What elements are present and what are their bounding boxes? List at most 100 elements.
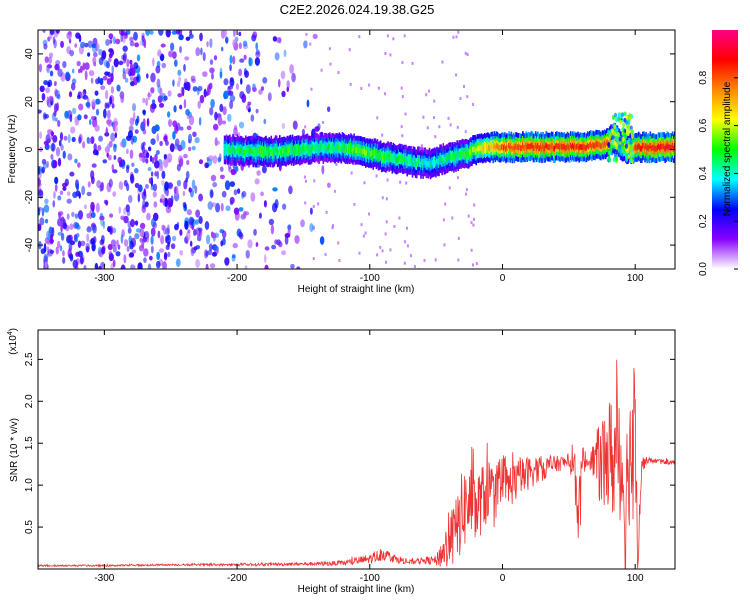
noise-cell bbox=[40, 248, 46, 255]
noise-cell bbox=[176, 122, 181, 132]
noise-cell bbox=[54, 183, 58, 192]
ridge-cell bbox=[452, 153, 454, 160]
noise-cell bbox=[209, 67, 215, 74]
noise-cell bbox=[459, 96, 462, 100]
noise-cell bbox=[185, 108, 190, 116]
noise-cell bbox=[274, 52, 280, 61]
noise-cell bbox=[67, 153, 73, 161]
noise-cell bbox=[199, 32, 203, 42]
noise-cell bbox=[219, 103, 224, 113]
noise-cell bbox=[173, 143, 179, 150]
ridge-cell bbox=[386, 154, 388, 160]
ridge-cell bbox=[260, 148, 263, 155]
ridge-cell bbox=[297, 146, 299, 153]
ridge-cell bbox=[567, 144, 570, 151]
x-tick-label: -300 bbox=[94, 273, 114, 284]
noise-cell bbox=[112, 191, 117, 197]
chart-title: C2E2.2026.024.19.38.G25 bbox=[280, 2, 435, 17]
noise-cell bbox=[133, 31, 138, 41]
ridge-cell bbox=[425, 160, 428, 167]
ridge-cell bbox=[473, 146, 475, 153]
noise-cell bbox=[38, 177, 41, 187]
noise-cell bbox=[222, 106, 227, 116]
noise-cell bbox=[158, 30, 164, 36]
noise-cell bbox=[55, 64, 58, 70]
ridge-cell bbox=[625, 130, 629, 136]
noise-cell bbox=[129, 59, 133, 65]
noise-cell bbox=[428, 89, 431, 93]
noise-cell bbox=[68, 38, 72, 44]
noise-cell bbox=[168, 51, 173, 58]
ridge-cell bbox=[377, 153, 380, 160]
noise-cell bbox=[176, 179, 182, 187]
noise-cell bbox=[321, 120, 324, 124]
noise-cell bbox=[155, 260, 161, 269]
noise-cell bbox=[364, 231, 367, 235]
ridge-cell bbox=[276, 149, 279, 156]
noise-cell bbox=[119, 141, 125, 148]
noise-cell bbox=[86, 233, 90, 242]
ridge-cell bbox=[635, 144, 638, 151]
noise-cell bbox=[233, 189, 238, 196]
ridge-cell bbox=[373, 149, 376, 156]
noise-cell bbox=[126, 148, 129, 155]
noise-cell bbox=[50, 153, 54, 160]
noise-cell bbox=[118, 206, 122, 214]
ridge-cell bbox=[638, 144, 641, 150]
noise-cell bbox=[150, 87, 155, 94]
ridge-cell bbox=[424, 158, 427, 165]
ridge-cell bbox=[372, 152, 375, 159]
noise-cell bbox=[122, 45, 128, 52]
noise-cell bbox=[161, 96, 167, 102]
noise-cell bbox=[125, 67, 131, 75]
noise-cell bbox=[400, 86, 403, 90]
noise-cell bbox=[38, 165, 41, 176]
noise-cell bbox=[211, 72, 214, 80]
ridge-cell bbox=[341, 143, 344, 150]
noise-cell bbox=[38, 190, 44, 199]
noise-cell bbox=[147, 263, 152, 269]
noise-cell bbox=[109, 96, 113, 105]
ridge-cell bbox=[649, 142, 652, 149]
noise-cell bbox=[71, 211, 75, 217]
noise-cell bbox=[160, 235, 165, 245]
noise-cell bbox=[333, 189, 336, 193]
noise-cell bbox=[113, 155, 117, 160]
ridge-cell bbox=[656, 144, 659, 151]
spectrogram-y-ticks: -40 -20 0 20 40 bbox=[24, 48, 675, 252]
noise-cell bbox=[400, 125, 403, 129]
ridge-cell bbox=[265, 147, 267, 153]
noise-cell bbox=[305, 32, 308, 36]
noise-cell bbox=[475, 262, 478, 266]
ridge-cell bbox=[507, 145, 509, 151]
ridge-cell bbox=[420, 161, 422, 168]
ridge-cell bbox=[251, 147, 253, 154]
noise-cell bbox=[213, 55, 218, 61]
ridge-cell bbox=[522, 142, 524, 149]
ridge-cell bbox=[393, 155, 396, 162]
ridge-cell bbox=[242, 149, 245, 155]
ridge-cell bbox=[225, 145, 228, 152]
noise-cell bbox=[104, 71, 110, 76]
ridge-cell bbox=[464, 150, 467, 157]
ridge-cell bbox=[529, 143, 532, 150]
noise-cell bbox=[326, 182, 331, 188]
noise-cell bbox=[162, 261, 167, 269]
noise-cell bbox=[38, 207, 41, 216]
ridge-cell bbox=[228, 146, 230, 153]
ridge-cell bbox=[471, 148, 473, 155]
noise-cell bbox=[167, 251, 171, 258]
ridge-cell bbox=[559, 144, 561, 151]
noise-cell bbox=[129, 240, 134, 250]
noise-cell bbox=[78, 133, 83, 143]
ridge-cell bbox=[534, 142, 537, 149]
noise-cell bbox=[150, 227, 156, 237]
noise-cell bbox=[358, 251, 361, 255]
noise-cell bbox=[403, 240, 406, 244]
noise-cell bbox=[143, 38, 147, 49]
ridge-cell bbox=[655, 145, 658, 152]
noise-cell bbox=[247, 239, 253, 249]
noise-cell bbox=[92, 56, 97, 65]
noise-cell bbox=[198, 159, 204, 165]
noise-cell bbox=[399, 180, 402, 184]
